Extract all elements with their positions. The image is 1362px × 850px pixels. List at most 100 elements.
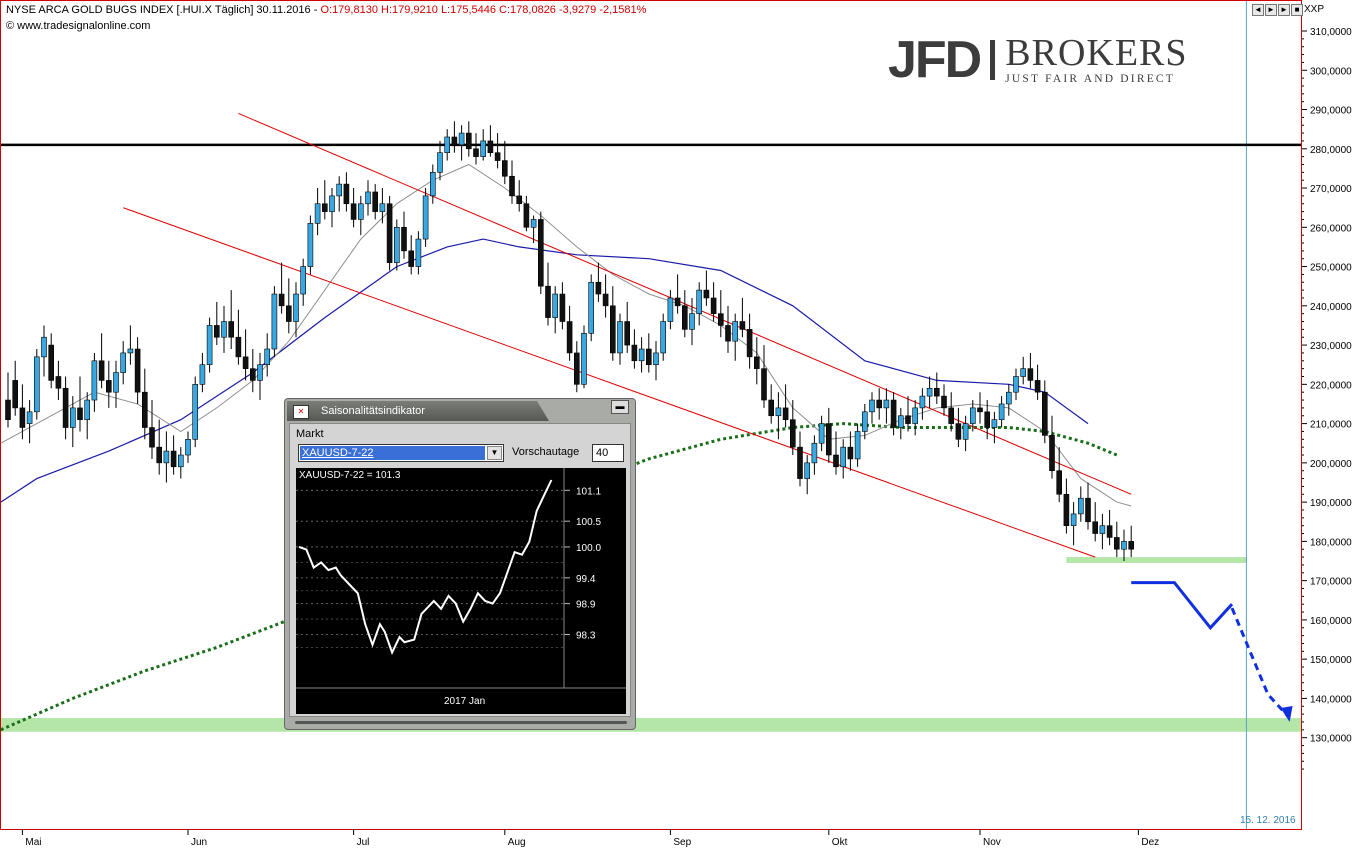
x-tick-label: Nov <box>983 837 1001 848</box>
candle-body <box>1034 380 1041 393</box>
candle-body <box>861 411 868 432</box>
candle-body <box>264 348 271 366</box>
candle <box>142 368 148 440</box>
reset-button[interactable]: ■ <box>1291 4 1303 16</box>
candle <box>1056 447 1062 503</box>
instrument-header: NYSE ARCA GOLD BUGS INDEX [.HUI.X Täglic… <box>6 4 646 16</box>
candle <box>12 360 18 416</box>
candle <box>588 274 595 342</box>
candle-body <box>55 376 62 389</box>
candle-body <box>127 348 134 354</box>
candle-body <box>1106 525 1113 538</box>
candle-body <box>1013 376 1019 393</box>
candle <box>941 384 947 416</box>
candle <box>271 286 278 357</box>
scroll-end-button[interactable]: ► <box>1278 4 1290 16</box>
logo-right: BROKERS JUST FAIR AND DIRECT <box>1005 34 1187 85</box>
candle <box>653 341 659 381</box>
minimize-icon[interactable]: ▬ <box>611 400 629 414</box>
candle <box>1063 478 1070 534</box>
candle <box>1121 529 1127 562</box>
candle <box>1042 380 1048 444</box>
plot-area <box>0 0 1302 830</box>
candle-body <box>1121 541 1127 550</box>
candle <box>242 329 249 381</box>
candle <box>41 325 47 377</box>
candle-body <box>62 387 69 428</box>
candle-body <box>386 203 393 263</box>
candle <box>631 329 638 369</box>
candle <box>775 392 782 440</box>
candle <box>33 349 40 420</box>
scroll-left-button[interactable]: ◄ <box>1252 4 1264 16</box>
candle-body <box>278 293 285 307</box>
x-tick-label: Aug <box>508 837 526 848</box>
candle <box>465 121 472 157</box>
candle-body <box>674 297 681 307</box>
candle-body <box>811 442 818 464</box>
candle-body <box>271 293 278 350</box>
scroll-right-button[interactable]: ► <box>1265 4 1277 16</box>
candle-body <box>854 431 861 460</box>
candle-body <box>1063 493 1070 526</box>
x-tick-label: Sep <box>673 837 691 848</box>
candle-body <box>1085 497 1091 523</box>
candle <box>1013 368 1019 401</box>
candle <box>84 392 90 440</box>
y-tick-label: 220,0000 <box>1310 380 1352 391</box>
candle-body <box>998 403 1005 420</box>
candle-body <box>372 191 379 212</box>
candle-body <box>501 160 508 177</box>
candle-body <box>1099 525 1106 534</box>
candle-body <box>242 356 249 369</box>
candle <box>789 400 796 456</box>
candle <box>250 349 256 393</box>
candle <box>1005 384 1012 416</box>
candle-body <box>321 203 328 212</box>
candle-body <box>919 395 926 409</box>
candle <box>62 376 69 440</box>
y-tick-label: 150,0000 <box>1310 655 1352 666</box>
candle <box>761 345 767 408</box>
candle <box>753 337 760 385</box>
window-titlebar[interactable]: ✕ Saisonalitätsindikator <box>287 401 549 421</box>
candle <box>530 215 537 244</box>
candle-body <box>5 399 11 420</box>
candle <box>228 290 234 350</box>
candle-body <box>602 293 609 307</box>
candle-body <box>840 446 847 468</box>
candle-body <box>343 183 350 205</box>
seasonality-y-label: 101.1 <box>576 486 601 497</box>
candle <box>120 341 126 385</box>
candle-body <box>775 407 782 417</box>
candle-body <box>70 407 76 428</box>
candle-body <box>206 325 213 366</box>
candle-body <box>581 333 587 385</box>
candle-body <box>149 427 155 448</box>
candle <box>156 419 162 475</box>
candle <box>797 431 803 487</box>
candle <box>480 129 487 161</box>
market-select[interactable]: XAUUSD-7-22 ▼ <box>298 444 504 462</box>
lookahead-input[interactable]: 40 <box>592 444 624 462</box>
candle-body <box>48 344 55 381</box>
logo-jfd: JFD <box>888 31 982 89</box>
candle-body <box>437 152 443 173</box>
candle <box>717 290 724 338</box>
candle <box>991 411 998 444</box>
candle <box>1092 502 1098 542</box>
candle-body <box>1078 497 1084 515</box>
candle <box>955 407 962 448</box>
candle <box>833 431 839 475</box>
candle-body <box>883 399 890 409</box>
candle <box>847 431 854 471</box>
candle <box>710 282 717 322</box>
market-select-value[interactable]: XAUUSD-7-22 <box>300 446 485 460</box>
candle <box>919 388 926 420</box>
seasonality-window[interactable]: ✕ Saisonalitätsindikator ▬ Markt XAUUSD-… <box>284 398 636 730</box>
candle-body <box>804 462 811 479</box>
candle <box>869 392 875 424</box>
candle <box>77 376 83 432</box>
dropdown-arrow-icon[interactable]: ▼ <box>487 446 502 460</box>
